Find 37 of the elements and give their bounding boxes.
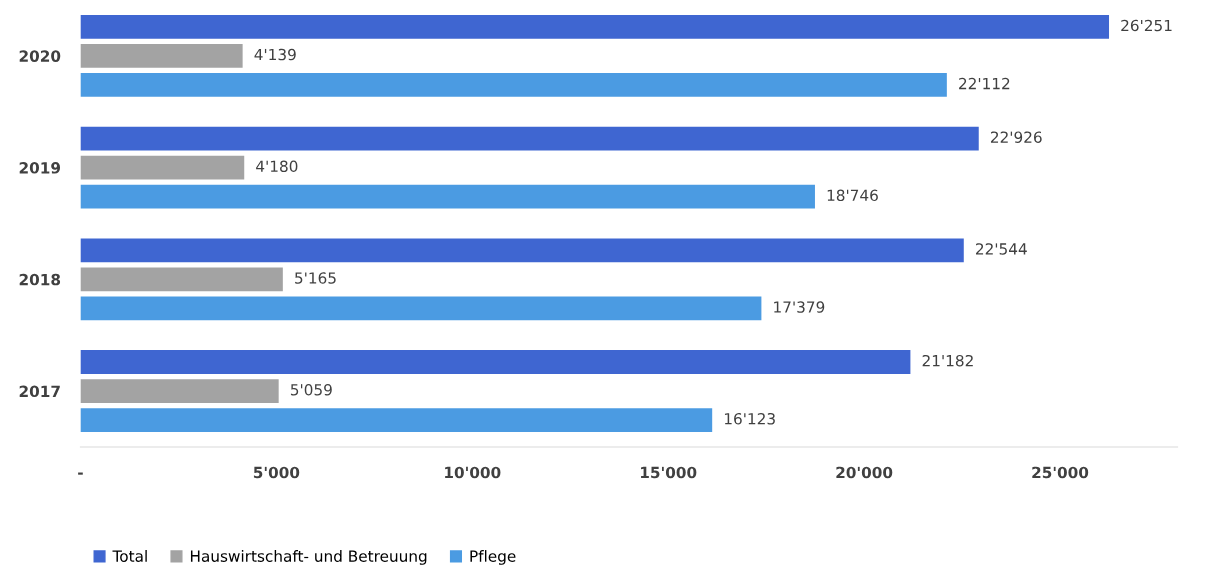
data-label: 22'544 — [976, 243, 1027, 255]
data-label: 22'112 — [959, 77, 1010, 90]
y-tick-label: 2020 — [19, 50, 61, 62]
x-tick-label: 10'000 — [445, 466, 501, 479]
legend-label: Hauswirtschaft- und Betreuung — [190, 550, 427, 565]
bar — [80, 43, 243, 68]
y-tick-label: 2019 — [19, 162, 61, 174]
bar — [80, 14, 1110, 39]
bar — [80, 184, 815, 209]
y-tick-label: 2017 — [19, 385, 60, 398]
bar — [80, 408, 713, 433]
bar — [80, 238, 964, 263]
bar — [80, 73, 947, 97]
x-tick-label: 5'000 — [253, 466, 300, 479]
x-tick-label: 25'000 — [1032, 466, 1089, 479]
data-label: 17'379 — [774, 301, 825, 313]
bar — [80, 126, 979, 151]
bar — [80, 267, 283, 292]
data-label: 22'926 — [990, 131, 1042, 143]
legend-label: Total — [112, 550, 147, 562]
bar — [80, 379, 279, 403]
x-tick-label: 15'000 — [641, 466, 697, 479]
data-label: 4'180 — [256, 160, 298, 173]
data-label: 4'139 — [254, 48, 296, 61]
bar — [80, 155, 245, 180]
data-label: 21'182 — [922, 354, 973, 367]
data-label: 26'251 — [1121, 19, 1172, 32]
legend-label: Pflege — [470, 550, 516, 565]
bar — [80, 296, 762, 321]
x-tick-label: 20'000 — [836, 466, 893, 479]
data-label: 18'746 — [827, 189, 878, 202]
x-tick-label: - — [78, 472, 83, 475]
data-label: 5'059 — [290, 383, 332, 396]
y-tick-label: 2018 — [19, 273, 61, 286]
bar — [80, 350, 911, 374]
data-label: 16'123 — [724, 413, 775, 425]
data-label: 5'165 — [295, 272, 336, 284]
